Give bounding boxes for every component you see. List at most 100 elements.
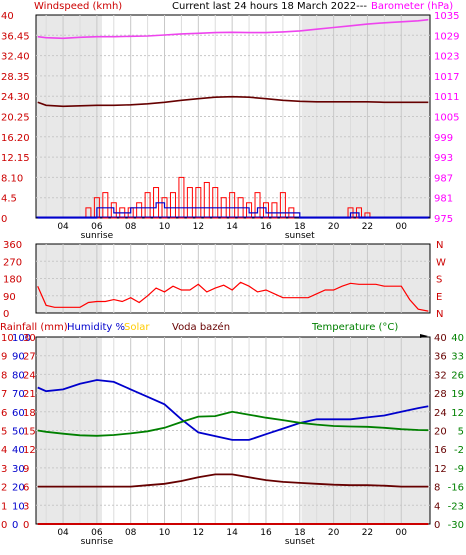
temperature-tick-label: -30 — [448, 520, 464, 531]
barometer-tick-label: 981 — [434, 194, 453, 205]
windspeed-tick-label: 16.20 — [1, 133, 30, 144]
hour-tick-label: 16 — [260, 222, 272, 232]
barometer-tick-label: 999 — [434, 133, 453, 144]
humidity-tick-label: 20 — [12, 483, 25, 494]
rainfall-tick-label: 3 — [1, 464, 7, 475]
solar-axis-title: Solar — [124, 322, 150, 333]
barometer-tick-label: 1005 — [434, 113, 459, 124]
windspeed-tick-label: 36.45 — [1, 31, 30, 42]
gust-bar — [254, 192, 261, 219]
hour-tick-label: 12 — [193, 222, 204, 232]
wind-direction-line — [37, 281, 429, 312]
sunrise-label: sunrise — [81, 231, 114, 241]
hour-tick-label: 04 — [57, 528, 69, 538]
temperature-tick-label: -2 — [454, 445, 464, 456]
hour-tick-label: 06 — [91, 222, 103, 232]
gust-bar — [136, 202, 143, 219]
barometer-tick-label: 1011 — [434, 92, 459, 103]
compass-tick-label: W — [436, 257, 446, 268]
hour-tick-label: 22 — [362, 528, 373, 538]
hour-tick-label: 14 — [226, 528, 238, 538]
barometer-tick-label: 1017 — [434, 72, 459, 83]
humidity-line — [37, 379, 429, 441]
temperature-tick-label: -16 — [448, 483, 464, 494]
humidity-temperature-panel: 1098765432101009080706050403020100302724… — [1, 333, 464, 547]
humidity-axis-title: Humidity % — [67, 322, 125, 333]
pool-water-line — [37, 473, 429, 488]
solar-tick-label: 24 — [23, 370, 36, 381]
humidity-tick-label: 60 — [12, 408, 25, 419]
barometer-tick-label: 975 — [434, 214, 453, 225]
temperature-tick-label: 33 — [451, 352, 464, 363]
windspeed-tick-label: 12.15 — [1, 153, 30, 164]
hour-tick-label: 08 — [125, 222, 137, 232]
gust-bar — [271, 202, 278, 219]
windspeed-tick-label: 28.35 — [1, 72, 30, 83]
compass-tick-label: N — [436, 309, 443, 320]
sunrise-label: sunrise — [81, 537, 114, 547]
windspeed-tick-label: 0 — [1, 214, 7, 225]
pool-tick-label: 16 — [434, 445, 447, 456]
gust-bar — [246, 202, 253, 219]
rainfall-tick-label: 4 — [1, 445, 7, 456]
humidity-tick-label: 80 — [12, 370, 25, 381]
gust-bar — [144, 192, 151, 219]
rainfall-tick-label: 0 — [1, 520, 7, 531]
rainfall-tick-label: 9 — [1, 352, 7, 363]
hour-tick-label: 10 — [159, 222, 171, 232]
pool-tick-label: 8 — [434, 483, 440, 494]
temperature-tick-label: 12 — [451, 408, 464, 419]
solar-tick-label: 3 — [23, 501, 29, 512]
barometer-tick-label: 1023 — [434, 52, 459, 63]
windspeed-axis-title: Windspeed (kmh) — [34, 1, 122, 12]
hour-tick-label: 22 — [362, 222, 373, 232]
hour-tick-label: 00 — [396, 528, 408, 538]
barometer-tick-label: 993 — [434, 153, 453, 164]
temperature-axis-title: Temperature (°C) — [311, 322, 398, 333]
gust-bar — [110, 202, 117, 219]
solar-tick-label: 18 — [23, 408, 36, 419]
temperature-tick-label: 26 — [451, 370, 464, 381]
barometer-tick-label: 1035 — [434, 11, 459, 22]
solar-tick-label: 15 — [23, 427, 36, 438]
rainfall-tick-label: 7 — [1, 389, 7, 400]
humidity-tick-label: 40 — [12, 445, 25, 456]
hour-tick-label: 06 — [91, 528, 103, 538]
rainfall-tick-label: 2 — [1, 483, 7, 494]
rainfall-tick-label: 8 — [1, 370, 7, 381]
pool-tick-label: 4 — [434, 501, 440, 512]
gust-bar — [186, 187, 193, 219]
gust-bar — [203, 181, 210, 219]
pool-tick-label: 0 — [434, 520, 440, 531]
windspeed-tick-label: 4.5 — [1, 194, 17, 205]
hour-tick-label: 20 — [328, 222, 340, 232]
barometer-tick-label: 1029 — [434, 31, 459, 42]
windspeed-tick-label: 40 — [1, 11, 14, 22]
hour-tick-label: 18 — [294, 528, 306, 538]
pool-tick-label: 20 — [434, 427, 447, 438]
hour-tick-label: 18 — [294, 222, 306, 232]
windspeed-tick-label: 20.25 — [1, 113, 30, 124]
temperature-tick-label: 19 — [451, 389, 464, 400]
solar-tick-label: 9 — [23, 464, 29, 475]
rainfall-tick-label: 10 — [1, 333, 14, 344]
direction-tick-label: 0 — [3, 309, 9, 320]
direction-tick-label: 90 — [3, 292, 16, 303]
hour-tick-label: 10 — [159, 528, 171, 538]
hour-tick-label: 16 — [260, 528, 272, 538]
humidity-tick-label: 70 — [12, 389, 25, 400]
rainfall-tick-label: 6 — [1, 408, 7, 419]
wind-average-line — [37, 202, 429, 219]
windspeed-tick-label: 32.40 — [1, 52, 30, 63]
solar-tick-label: 30 — [23, 333, 36, 344]
sunset-label: sunset — [285, 231, 315, 241]
temperature-line — [37, 410, 429, 437]
compass-tick-label: S — [436, 275, 442, 286]
pool-tick-label: 36 — [434, 352, 447, 363]
pool-axis-title: Voda bazén — [172, 321, 230, 333]
direction-tick-label: 180 — [3, 275, 22, 286]
hour-tick-label: 00 — [396, 222, 408, 232]
chart-title: Current last 24 hours 18 March 2022--- — [172, 1, 367, 12]
sunset-label: sunset — [285, 537, 315, 547]
